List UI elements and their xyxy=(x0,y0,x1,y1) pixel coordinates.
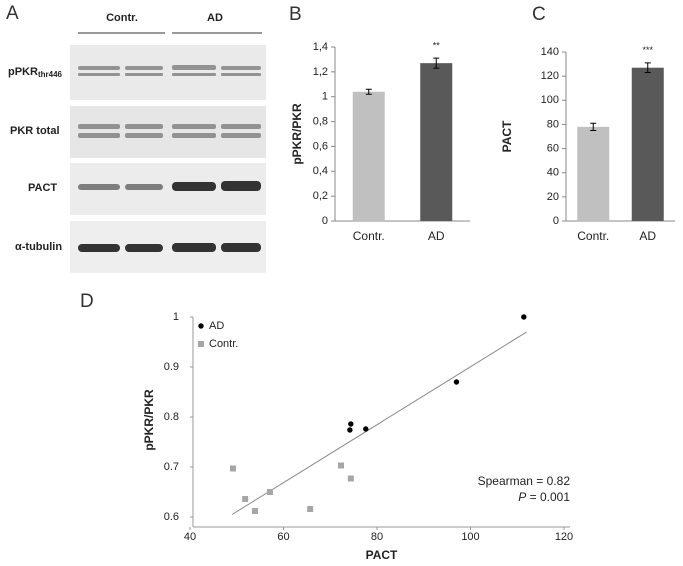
error-bar xyxy=(433,57,440,69)
point xyxy=(348,421,354,427)
point xyxy=(453,379,460,385)
x-tick-label: Contr. xyxy=(577,229,609,243)
x-tick-label: Contr. xyxy=(353,229,385,243)
point xyxy=(347,475,354,482)
y-tick-label: 100 xyxy=(541,94,559,106)
blot-strip xyxy=(70,106,266,158)
blot-row-label: PKR total xyxy=(10,125,60,137)
y-tick-label: 0 xyxy=(553,215,559,227)
x-tick-label: 60 xyxy=(277,531,289,543)
point xyxy=(242,496,249,502)
x-tick-label: 80 xyxy=(371,531,383,543)
y-tick-label: 120 xyxy=(541,70,559,82)
y-tick-label: 0.8 xyxy=(164,411,179,423)
y-tick-label: 0,6 xyxy=(313,140,328,152)
bar xyxy=(352,91,385,221)
point xyxy=(266,489,273,495)
panel-letter: B xyxy=(289,4,302,25)
group-label: AD xyxy=(207,12,223,24)
bar xyxy=(420,63,453,222)
significance: ** xyxy=(433,41,441,51)
x-axis-title: PACT xyxy=(366,548,398,562)
point xyxy=(338,462,345,469)
bar xyxy=(577,126,610,221)
x-tick-label: 120 xyxy=(555,531,573,543)
y-tick-label: 1 xyxy=(173,311,179,323)
point xyxy=(363,426,369,432)
y-tick-label: 0.9 xyxy=(164,361,179,373)
error-bar xyxy=(644,62,651,74)
blot-row-label-sub: thr446 xyxy=(38,70,63,79)
trendline xyxy=(231,331,527,515)
point xyxy=(521,314,527,320)
y-tick-label: 0 xyxy=(322,215,328,227)
y-tick-label: 0,4 xyxy=(313,165,328,177)
legend-label: AD xyxy=(209,320,224,332)
p-symbol: P xyxy=(518,490,526,504)
panel-letter: A xyxy=(6,3,19,24)
blot-row-label: pPKRthr446 xyxy=(8,66,63,79)
y-tick-label: 0,2 xyxy=(313,190,328,202)
y-tick-label: 0.6 xyxy=(164,511,179,523)
significance: *** xyxy=(642,45,653,55)
error-bar xyxy=(590,122,597,131)
point xyxy=(307,506,314,512)
point xyxy=(251,508,258,514)
legend-swatch xyxy=(198,341,204,347)
stats-text: Spearman = 0.82 xyxy=(478,474,571,488)
y-tick-label: 80 xyxy=(547,118,559,130)
p-text: = 0.001 xyxy=(526,490,570,504)
blot-row-label-main: pPKR xyxy=(8,66,38,78)
point xyxy=(230,465,237,472)
y-axis-title: PACT xyxy=(500,120,514,152)
panel-letter: C xyxy=(532,4,546,25)
y-tick-label: 1,2 xyxy=(313,66,328,78)
y-axis-title: pPKR/PKR xyxy=(290,103,304,165)
y-tick-label: 0,8 xyxy=(313,115,328,127)
bar xyxy=(631,67,664,221)
x-tick-label: AD xyxy=(428,229,445,243)
error-bar xyxy=(365,88,372,95)
legend-label: Contr. xyxy=(209,338,238,350)
y-tick-label: 1 xyxy=(322,91,328,103)
y-tick-label: 20 xyxy=(547,191,559,203)
y-axis-title: pPKR/PKR xyxy=(142,389,156,451)
blot-strips xyxy=(70,45,266,273)
p-value: P = 0.001 xyxy=(518,490,570,504)
x-tick-label: AD xyxy=(639,229,656,243)
group-label: Contr. xyxy=(106,12,138,24)
y-tick-label: 60 xyxy=(547,142,559,154)
y-tick-label: 140 xyxy=(541,46,559,58)
blot-row-label: α-tubulin xyxy=(15,241,62,253)
y-tick-label: 40 xyxy=(547,167,559,179)
x-tick-label: 100 xyxy=(461,531,479,543)
legend-swatch xyxy=(198,323,204,329)
blot-row-label: PACT xyxy=(28,182,57,194)
x-tick-label: 40 xyxy=(184,531,196,543)
blot-strip xyxy=(70,45,266,100)
point xyxy=(347,427,353,433)
panel-letter: D xyxy=(80,291,94,312)
y-tick-label: 0.7 xyxy=(164,461,179,473)
y-tick-label: 1,4 xyxy=(313,41,328,53)
